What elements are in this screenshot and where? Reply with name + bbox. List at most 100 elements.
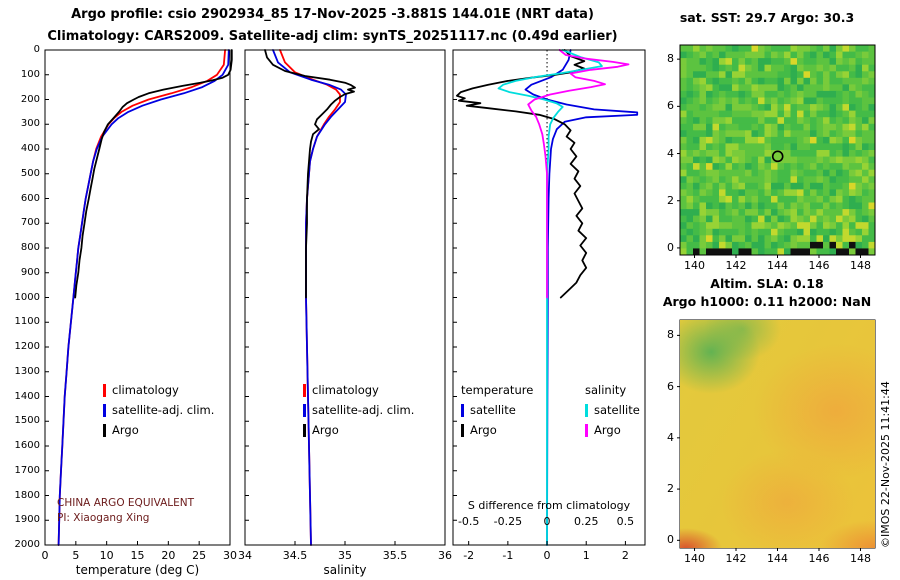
sst-cell [829,150,837,158]
sst-cell [790,202,798,210]
sst-cell [823,202,830,210]
sst-cell [777,130,785,138]
sst-cell [680,84,687,92]
sst-cell [784,77,791,85]
sst-cell [784,117,791,125]
sst-cell [732,248,739,256]
sst-cell [706,58,713,66]
sst-cell [693,176,700,184]
sst-cell [777,195,785,203]
sst-cell [810,248,817,256]
sst-cell [719,90,726,98]
sst-cell [803,123,811,131]
sst-cell [816,64,824,72]
sst-cell [758,58,765,66]
sst-cell [810,228,817,236]
sst-cell [738,169,746,177]
sst-cell [680,228,687,236]
sst-cell [855,150,863,158]
sst-cell [823,182,830,190]
sst-cell [764,104,772,112]
sst-cell [771,110,778,118]
coastline-pixel [842,248,849,255]
sst-cell [784,71,791,79]
temperature-profile-legend-2-row: Argo [103,420,214,440]
sst-cell [719,195,726,203]
sst-cell [849,163,856,171]
sst-lat-label: 4 [667,146,674,160]
sst-cell [797,77,804,85]
sst-cell [784,110,791,118]
sst-cell [790,222,798,230]
sst-cell [680,51,687,59]
sst-cell [849,45,856,53]
sst-cell [725,136,733,144]
sst-cell [784,182,791,190]
sst-cell [719,169,726,177]
salinity-profile-xtick-label: 36 [438,549,452,562]
sst-cell [868,215,876,223]
sst-cell [712,215,720,223]
sst-cell [712,84,720,92]
sst-cell [764,90,772,98]
sst-cell [719,117,726,125]
sst-cell [810,176,817,184]
sst-cell [862,90,869,98]
sst-cell [686,64,694,72]
sst-cell [868,51,876,59]
sst-cell [686,169,694,177]
sst-cell [777,64,785,72]
sst-cell [732,110,739,118]
sla-map-title: Altim. SLA: 0.18 [710,276,824,291]
sst-cell [797,228,804,236]
depth-tick-label: 200 [20,93,40,105]
sst-cell [855,222,863,230]
temperature-profile-legend-0-marker [103,383,106,397]
sst-cell [823,136,830,144]
sst-cell [771,130,778,138]
sst-cell [829,130,837,138]
sst-cell [686,189,694,197]
sst-cell [738,195,746,203]
sst-cell [849,64,856,72]
sst-cell [699,58,707,66]
sst-cell [842,45,850,53]
depth-tick-label: 1000 [14,291,40,303]
sst-cell [862,136,869,144]
sst-cell [693,182,700,190]
sst-cell [758,130,765,138]
sst-cell [777,209,785,217]
sst-cell [810,202,817,210]
sst-cell [680,110,687,118]
sst-cell [816,228,824,236]
sst-cell [745,202,752,210]
sst-cell [836,163,843,171]
sst-cell [758,222,765,230]
sst-cell [777,90,785,98]
sst-cell [686,182,694,190]
sst-cell [751,97,759,105]
salinity-profile-frame [244,49,446,546]
sst-cell [823,130,830,138]
sst-cell [693,195,700,203]
sst-cell [823,163,830,171]
series-argo [264,49,356,299]
sst-cell [784,97,791,105]
sst-cell [738,97,746,105]
sst-lat-label: 2 [667,193,674,207]
sst-cell [706,202,713,210]
sst-cell [803,97,811,105]
sst-cell [842,182,850,190]
sst-cell [829,97,837,105]
sst-cell [810,156,817,164]
sst-cell [816,58,824,66]
depth-tick-label: 600 [20,192,40,204]
sst-cell [790,64,798,72]
sst-cell [764,150,772,158]
sst-cell [836,51,843,59]
sst-cell [836,215,843,223]
sst-cell [790,235,798,243]
sst-cell [693,222,700,230]
sst-cell [816,90,824,98]
sla-lon-label: 146 [808,552,830,565]
